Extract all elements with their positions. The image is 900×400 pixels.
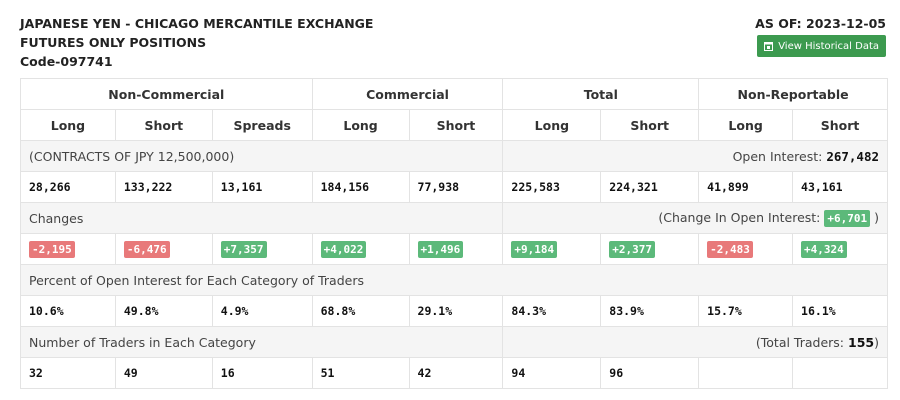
table-cell: 225,583 bbox=[502, 171, 602, 203]
column-header-row: Long Short Spreads Long Short Long Short… bbox=[20, 109, 888, 141]
total-traders-value: 155 bbox=[848, 334, 875, 350]
positions-table: Non-Commercial Commercial Total Non-Repo… bbox=[19, 78, 888, 389]
traders-values-row: 32 49 16 51 42 94 96 bbox=[20, 357, 888, 389]
total-traders: (Total Traders: 155) bbox=[502, 326, 888, 358]
table-cell: 32 bbox=[20, 357, 116, 389]
col-header: Long bbox=[502, 109, 602, 141]
table-cell: 28,266 bbox=[20, 171, 116, 203]
group-commercial: Commercial bbox=[311, 78, 504, 110]
group-total: Total bbox=[502, 78, 700, 110]
open-interest-label: Open Interest: bbox=[732, 148, 823, 164]
table-cell: 96 bbox=[600, 357, 700, 389]
view-historical-data-button[interactable]: View Historical Data bbox=[757, 35, 886, 57]
change-oi-close: ) bbox=[874, 209, 879, 225]
change-badge: +4,022 bbox=[320, 240, 367, 258]
changes-band-row: Changes (Change In Open Interest: +6,701… bbox=[19, 202, 888, 234]
table-cell: 13,161 bbox=[211, 171, 313, 203]
table-cell: 49.8% bbox=[114, 295, 213, 327]
title-line-2: FUTURES ONLY POSITIONS bbox=[20, 35, 207, 50]
col-header: Short bbox=[408, 109, 504, 141]
group-non-reportable: Non-Reportable bbox=[698, 78, 888, 110]
table-cell: 10.6% bbox=[20, 295, 116, 327]
traders-label: Number of Traders in Each Category bbox=[19, 326, 504, 358]
changes-values-row: -2,195 -6,476 +7,357 +4,022 +1,496 +9,18… bbox=[20, 233, 888, 265]
report-title: JAPANESE YEN - CHICAGO MERCANTILE EXCHAN… bbox=[20, 14, 373, 71]
percent-label: Percent of Open Interest for Each Catego… bbox=[20, 264, 888, 296]
table-cell: 51 bbox=[311, 357, 410, 389]
header-right: AS OF: 2023-12-05 View Historical Data bbox=[755, 14, 886, 57]
percent-band-row: Percent of Open Interest for Each Catego… bbox=[20, 264, 888, 296]
change-oi-badge: +6,701 bbox=[824, 209, 871, 227]
change-badge: +7,357 bbox=[220, 240, 267, 258]
change-badge: +2,377 bbox=[609, 240, 656, 258]
table-cell: 94 bbox=[502, 357, 602, 389]
change-badge: +4,324 bbox=[801, 240, 847, 258]
table-cell: 41,899 bbox=[698, 171, 794, 203]
change-badge: -6,476 bbox=[123, 240, 170, 258]
col-header: Long bbox=[311, 109, 410, 141]
open-interest: Open Interest: 267,482 bbox=[502, 140, 888, 172]
contracts-label: (CONTRACTS OF JPY 12,500,000) bbox=[19, 140, 504, 172]
change-badge: +9,184 bbox=[511, 240, 558, 258]
contracts-values-row: 28,266 133,222 13,161 184,156 77,938 225… bbox=[20, 171, 888, 203]
calendar-icon bbox=[764, 42, 774, 51]
open-interest-value: 267,482 bbox=[826, 148, 879, 164]
table-cell: 83.9% bbox=[600, 295, 700, 327]
col-header: Long bbox=[698, 109, 794, 141]
table-cell: 184,156 bbox=[311, 171, 410, 203]
table-cell: 43,161 bbox=[792, 171, 888, 203]
change-badge: -2,195 bbox=[29, 240, 75, 258]
changes-label: Changes bbox=[19, 202, 504, 234]
percent-values-row: 10.6% 49.8% 4.9% 68.8% 29.1% 84.3% 83.9%… bbox=[20, 295, 888, 327]
change-oi-label: (Change In Open Interest: bbox=[658, 209, 821, 225]
table-cell: 68.8% bbox=[311, 295, 410, 327]
contracts-band-row: (CONTRACTS OF JPY 12,500,000) Open Inter… bbox=[19, 140, 888, 172]
table-cell: 4.9% bbox=[211, 295, 313, 327]
total-traders-label: (Total Traders: bbox=[755, 334, 845, 350]
table-cell bbox=[698, 357, 794, 389]
table-cell: 224,321 bbox=[600, 171, 700, 203]
col-header: Short bbox=[600, 109, 700, 141]
col-header: Long bbox=[20, 109, 116, 141]
table-cell: 77,938 bbox=[408, 171, 504, 203]
table-cell bbox=[792, 357, 888, 389]
table-cell: 133,222 bbox=[114, 171, 213, 203]
table-cell: 49 bbox=[114, 357, 213, 389]
as-of-date: AS OF: 2023-12-05 bbox=[755, 16, 886, 31]
table-cell: 42 bbox=[408, 357, 504, 389]
change-badge: -2,483 bbox=[707, 240, 753, 258]
table-cell: 84.3% bbox=[502, 295, 602, 327]
table-cell: 16 bbox=[211, 357, 313, 389]
table-cell: 29.1% bbox=[408, 295, 504, 327]
table-cell: 15.7% bbox=[698, 295, 794, 327]
group-header-row: Non-Commercial Commercial Total Non-Repo… bbox=[20, 78, 888, 110]
change-badge: +1,496 bbox=[417, 240, 464, 258]
title-line-1: JAPANESE YEN - CHICAGO MERCANTILE EXCHAN… bbox=[20, 16, 374, 31]
contract-code: Code-097741 bbox=[20, 54, 113, 69]
col-header: Short bbox=[792, 109, 888, 141]
traders-band-row: Number of Traders in Each Category (Tota… bbox=[19, 326, 888, 358]
view-historical-data-label: View Historical Data bbox=[778, 40, 879, 52]
col-header: Spreads bbox=[211, 109, 313, 141]
change-open-interest: (Change In Open Interest: +6,701 ) bbox=[502, 202, 888, 234]
total-traders-close: ) bbox=[874, 334, 879, 350]
group-non-commercial: Non-Commercial bbox=[20, 78, 313, 110]
table-cell: 16.1% bbox=[792, 295, 888, 327]
col-header: Short bbox=[114, 109, 213, 141]
